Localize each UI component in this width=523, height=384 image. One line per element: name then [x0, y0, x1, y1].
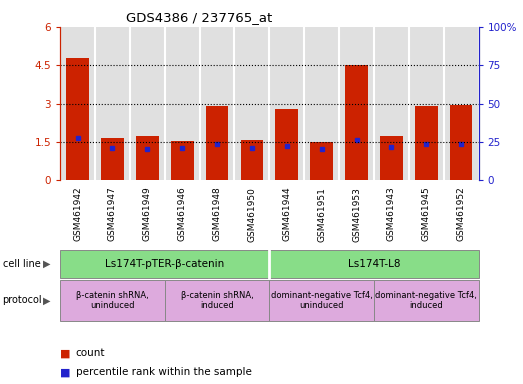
Text: protocol: protocol — [3, 295, 42, 306]
Bar — [206, 106, 229, 180]
Bar — [171, 141, 194, 180]
Bar — [200, 27, 234, 180]
Text: β-catenin shRNA,
induced: β-catenin shRNA, induced — [180, 291, 254, 310]
Bar — [130, 27, 165, 180]
Bar — [304, 27, 339, 180]
Bar — [345, 65, 368, 180]
Bar — [380, 136, 403, 180]
Bar — [60, 27, 95, 180]
Bar — [136, 136, 158, 180]
Bar — [234, 27, 269, 180]
Bar — [269, 27, 304, 180]
Bar — [374, 27, 409, 180]
Bar — [241, 139, 263, 180]
Text: Ls174T-pTER-β-catenin: Ls174T-pTER-β-catenin — [105, 259, 224, 269]
Bar — [409, 27, 444, 180]
Text: ▶: ▶ — [43, 259, 51, 269]
Text: β-catenin shRNA,
uninduced: β-catenin shRNA, uninduced — [76, 291, 149, 310]
Text: count: count — [76, 348, 105, 358]
Bar — [101, 138, 124, 180]
Bar — [95, 27, 130, 180]
Text: Ls174T-L8: Ls174T-L8 — [348, 259, 400, 269]
Text: ■: ■ — [60, 367, 71, 377]
Bar — [444, 27, 479, 180]
Text: GDS4386 / 237765_at: GDS4386 / 237765_at — [126, 12, 272, 25]
Bar — [276, 109, 298, 180]
Bar — [310, 142, 333, 180]
Bar — [66, 58, 89, 180]
Text: ■: ■ — [60, 348, 71, 358]
Bar — [450, 105, 472, 180]
Text: dominant-negative Tcf4,
induced: dominant-negative Tcf4, induced — [376, 291, 477, 310]
Bar — [165, 27, 200, 180]
Bar — [415, 106, 438, 180]
Text: cell line: cell line — [3, 259, 40, 269]
Bar — [339, 27, 374, 180]
Text: ▶: ▶ — [43, 295, 51, 306]
Text: percentile rank within the sample: percentile rank within the sample — [76, 367, 252, 377]
Text: dominant-negative Tcf4,
uninduced: dominant-negative Tcf4, uninduced — [271, 291, 372, 310]
